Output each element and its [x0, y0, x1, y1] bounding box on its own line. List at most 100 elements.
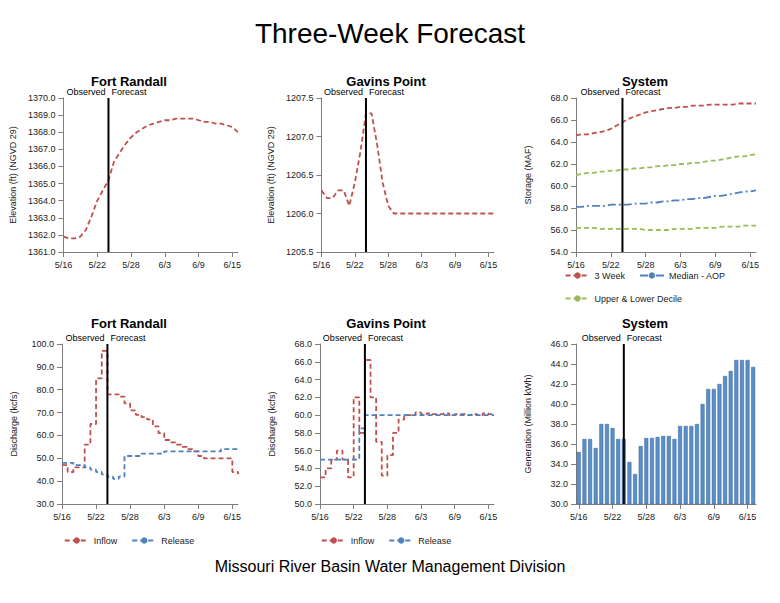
svg-text:62.0: 62.0 — [550, 159, 568, 169]
svg-text:1205.5: 1205.5 — [286, 247, 314, 257]
svg-text:6/3: 6/3 — [415, 260, 428, 270]
svg-text:5/28: 5/28 — [379, 512, 397, 522]
svg-text:Storage (MAF): Storage (MAF) — [523, 145, 533, 204]
svg-text:52.0: 52.0 — [294, 481, 312, 491]
svg-text:Observed: Observed — [66, 87, 105, 97]
svg-text:60.0: 60.0 — [550, 181, 568, 191]
svg-text:66.0: 66.0 — [550, 115, 568, 125]
svg-text:Observed: Observed — [582, 333, 621, 343]
svg-text:Observed: Observed — [580, 87, 619, 97]
svg-text:6/15: 6/15 — [739, 512, 757, 522]
svg-text:50.0: 50.0 — [294, 499, 312, 509]
svg-text:6/3: 6/3 — [158, 512, 171, 522]
svg-text:36.0: 36.0 — [550, 439, 568, 449]
svg-text:1206.5: 1206.5 — [286, 170, 314, 180]
svg-text:54.0: 54.0 — [294, 463, 312, 473]
svg-text:1365.0: 1365.0 — [28, 179, 56, 189]
svg-text:32.0: 32.0 — [550, 479, 568, 489]
svg-text:1364.0: 1364.0 — [28, 196, 56, 206]
svg-text:5/22: 5/22 — [345, 512, 363, 522]
svg-text:Gavins Point: Gavins Point — [346, 316, 426, 331]
svg-text:Discharge (kcfs): Discharge (kcfs) — [9, 391, 19, 456]
svg-text:1361.0: 1361.0 — [28, 247, 56, 257]
svg-text:6/9: 6/9 — [448, 512, 461, 522]
svg-text:Release: Release — [161, 536, 194, 546]
svg-text:56.0: 56.0 — [294, 446, 312, 456]
svg-text:6/9: 6/9 — [708, 512, 721, 522]
svg-text:6/9: 6/9 — [449, 260, 462, 270]
svg-text:Median - AOP: Median - AOP — [669, 271, 725, 281]
svg-text:1368.0: 1368.0 — [28, 127, 56, 137]
svg-text:1366.0: 1366.0 — [28, 161, 56, 171]
svg-text:30.0: 30.0 — [36, 499, 54, 509]
svg-text:Elevation (ft) (NGVD 29): Elevation (ft) (NGVD 29) — [8, 126, 18, 224]
svg-text:70.0: 70.0 — [36, 408, 54, 418]
svg-text:54.0: 54.0 — [550, 247, 568, 257]
svg-text:66.0: 66.0 — [294, 357, 312, 367]
svg-text:5/16: 5/16 — [53, 512, 71, 522]
svg-text:5/22: 5/22 — [87, 512, 105, 522]
svg-text:5/22: 5/22 — [604, 512, 622, 522]
svg-text:58.0: 58.0 — [294, 428, 312, 438]
svg-text:Forecast: Forecast — [369, 87, 405, 97]
svg-text:50.0: 50.0 — [36, 453, 54, 463]
svg-text:6/15: 6/15 — [224, 512, 242, 522]
svg-text:1363.0: 1363.0 — [28, 213, 56, 223]
svg-text:44.0: 44.0 — [550, 359, 568, 369]
svg-text:1362.0: 1362.0 — [28, 230, 56, 240]
svg-text:90.0: 90.0 — [36, 362, 54, 372]
svg-text:Observed: Observed — [323, 333, 362, 343]
svg-text:Fort Randall: Fort Randall — [91, 316, 167, 331]
svg-text:5/28: 5/28 — [379, 260, 397, 270]
svg-text:1207.0: 1207.0 — [286, 132, 314, 142]
svg-text:5/22: 5/22 — [602, 260, 620, 270]
svg-text:Forecast: Forecast — [627, 333, 663, 343]
svg-text:6/15: 6/15 — [224, 260, 242, 270]
svg-text:3 Week: 3 Week — [595, 271, 626, 281]
svg-text:6/9: 6/9 — [192, 512, 205, 522]
svg-text:58.0: 58.0 — [550, 203, 568, 213]
svg-text:62.0: 62.0 — [294, 392, 312, 402]
svg-text:6/3: 6/3 — [674, 512, 687, 522]
svg-text:5/28: 5/28 — [122, 260, 140, 270]
svg-text:60.0: 60.0 — [36, 430, 54, 440]
svg-text:6/15: 6/15 — [480, 512, 498, 522]
svg-text:6/3: 6/3 — [674, 260, 687, 270]
svg-text:1367.0: 1367.0 — [28, 144, 56, 154]
svg-text:64.0: 64.0 — [550, 137, 568, 147]
svg-text:1370.0: 1370.0 — [28, 93, 56, 103]
svg-text:60.0: 60.0 — [294, 410, 312, 420]
svg-text:40.0: 40.0 — [36, 476, 54, 486]
svg-text:1369.0: 1369.0 — [28, 110, 56, 120]
svg-text:Upper & Lower Decile: Upper & Lower Decile — [595, 294, 683, 304]
svg-text:5/16: 5/16 — [55, 260, 73, 270]
svg-text:Release: Release — [418, 536, 451, 546]
svg-text:64.0: 64.0 — [294, 375, 312, 385]
svg-text:6/9: 6/9 — [192, 260, 205, 270]
svg-text:6/9: 6/9 — [709, 260, 722, 270]
svg-text:1207.5: 1207.5 — [286, 93, 314, 103]
svg-text:Observed: Observed — [65, 333, 104, 343]
svg-text:Generation (Million kWh): Generation (Million kWh) — [523, 374, 533, 473]
svg-text:38.0: 38.0 — [550, 419, 568, 429]
svg-text:Inflow: Inflow — [94, 536, 118, 546]
svg-text:5/16: 5/16 — [567, 260, 585, 270]
svg-text:34.0: 34.0 — [550, 459, 568, 469]
svg-text:Forecast: Forecast — [110, 333, 146, 343]
svg-text:5/16: 5/16 — [311, 512, 329, 522]
svg-text:Discharge (kcfs): Discharge (kcfs) — [267, 391, 277, 456]
svg-text:42.0: 42.0 — [550, 379, 568, 389]
svg-text:5/28: 5/28 — [638, 512, 656, 522]
svg-text:5/22: 5/22 — [346, 260, 364, 270]
svg-text:5/22: 5/22 — [88, 260, 106, 270]
svg-text:1206.0: 1206.0 — [286, 209, 314, 219]
svg-text:Forecast: Forecast — [368, 333, 404, 343]
svg-text:68.0: 68.0 — [550, 93, 568, 103]
svg-text:46.0: 46.0 — [550, 339, 568, 349]
svg-text:40.0: 40.0 — [550, 399, 568, 409]
svg-text:System: System — [622, 316, 668, 331]
svg-text:6/15: 6/15 — [480, 260, 498, 270]
svg-text:5/16: 5/16 — [313, 260, 331, 270]
svg-text:6/3: 6/3 — [415, 512, 428, 522]
svg-text:Inflow: Inflow — [351, 536, 375, 546]
